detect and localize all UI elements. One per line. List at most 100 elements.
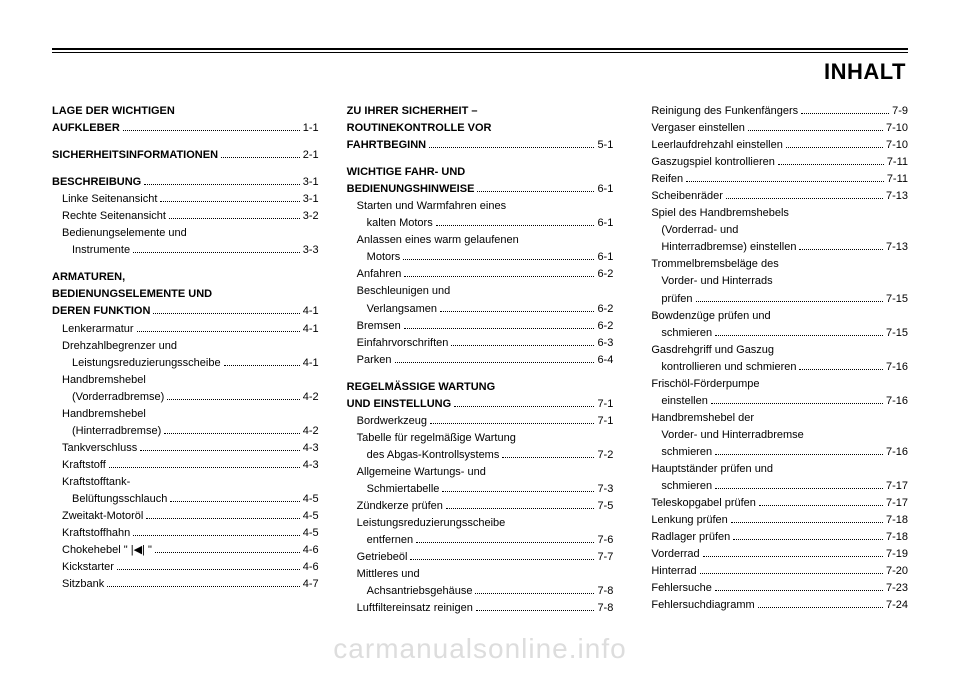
toc-entry: FAHRTBEGINN5-1 <box>347 137 614 154</box>
toc-entry-label: schmieren <box>661 444 712 461</box>
toc-entry: Vorderrad 7-19 <box>641 546 908 563</box>
toc-leader-dots <box>731 514 883 523</box>
toc-leader-dots <box>733 531 883 540</box>
toc-entry: (Hinterradbremse)4-2 <box>52 423 319 440</box>
toc-leader-dots <box>160 193 299 202</box>
toc-entry-page: 7-3 <box>597 481 613 498</box>
toc-entry-page: 4-3 <box>303 457 319 474</box>
toc-entry-page: 7-19 <box>886 546 908 563</box>
toc-entry: BEDIENUNGSELEMENTE UND <box>52 286 319 303</box>
toc-entry: Trommelbremsbeläge des <box>641 256 908 273</box>
toc-entry: Teleskopgabel prüfen7-17 <box>641 495 908 512</box>
toc-entry: BEDIENUNGSHINWEISE6-1 <box>347 181 614 198</box>
toc-entry-page: 4-3 <box>303 440 319 457</box>
toc-spacer <box>52 259 319 269</box>
toc-leader-dots <box>801 105 889 114</box>
toc-entry-label: Handbremshebel der <box>651 410 754 427</box>
toc-entry-label: Vorderrad <box>651 546 699 563</box>
toc-entry: Gasdrehgriff und Gaszug <box>641 342 908 359</box>
toc-entry-label: entfernen <box>367 532 413 549</box>
toc-entry-label: Allgemeine Wartungs- und <box>357 464 486 481</box>
toc-leader-dots <box>799 241 883 250</box>
toc-entry-label: Gaszugspiel kontrollieren <box>651 154 775 171</box>
toc-entry: prüfen7-15 <box>641 291 908 308</box>
toc-leader-dots <box>170 493 299 502</box>
toc-entry: Handbremshebel <box>52 372 319 389</box>
toc-entry-page: 7-18 <box>886 512 908 529</box>
toc-leader-dots <box>440 302 594 311</box>
toc-entry-label: Trommelbremsbeläge des <box>651 256 778 273</box>
toc-entry: Reifen7-11 <box>641 171 908 188</box>
toc-entry-label: Zweitakt-Motoröl <box>62 508 143 525</box>
toc-entry-label: schmieren <box>661 325 712 342</box>
toc-leader-dots <box>224 356 300 365</box>
toc-entry-label: Bremsen <box>357 318 401 335</box>
toc-entry-label: (Vorderradbremse) <box>72 389 164 406</box>
toc-entry: Kraftstoffhahn4-5 <box>52 525 319 542</box>
toc-entry-label: Linke Seitenansicht <box>62 191 157 208</box>
toc-entry-label: Bedienungselemente und <box>62 225 187 242</box>
toc-entry: Fehlersuchdiagramm7-24 <box>641 597 908 614</box>
toc-entry: Frischöl-Förderpumpe <box>641 376 908 393</box>
toc-spacer <box>52 164 319 174</box>
toc-entry-label: (Vorderrad- und <box>661 222 738 239</box>
toc-entry: Vorder- und Hinterrads <box>641 273 908 290</box>
watermark-text: carmanualsonline.info <box>0 633 960 665</box>
toc-entry-label: kontrollieren und schmieren <box>661 359 796 376</box>
toc-entry: Chokehebel " |◀| "4-6 <box>52 542 319 559</box>
toc-entry-page: 7-7 <box>597 549 613 566</box>
toc-spacer <box>52 137 319 147</box>
toc-entry: Luftfiltereinsatz reinigen7-8 <box>347 600 614 617</box>
toc-entry-label: Zündkerze prüfen <box>357 498 443 515</box>
toc-entry-label: Fehlersuche <box>651 580 712 597</box>
toc-entry: Anlassen eines warm gelaufenen <box>347 232 614 249</box>
toc-entry-label: Lenkerarmatur <box>62 321 134 338</box>
toc-entry: (Vorderradbremse)4-2 <box>52 389 319 406</box>
toc-leader-dots <box>167 390 299 399</box>
toc-entry-label: Leistungsreduzierungsscheibe <box>357 515 506 532</box>
toc-entry-page: 7-5 <box>597 498 613 515</box>
toc-entry: Kickstarter4-6 <box>52 559 319 576</box>
toc-entry-label: Parken <box>357 352 392 369</box>
toc-leader-dots <box>137 322 300 331</box>
toc-entry-page: 7-16 <box>886 393 908 410</box>
toc-entry-page: 4-1 <box>303 355 319 372</box>
toc-entry: Hinterrad7-20 <box>641 563 908 580</box>
toc-entry-page: 7-15 <box>886 325 908 342</box>
toc-entry: Bedienungselemente und <box>52 225 319 242</box>
toc-entry-label: Schmiertabelle <box>367 481 440 498</box>
toc-entry: Bordwerkzeug7-1 <box>347 413 614 430</box>
toc-spacer <box>347 154 614 164</box>
toc-entry-page: 3-1 <box>303 174 319 191</box>
toc-entry-label: BEDIENUNGSHINWEISE <box>347 181 475 198</box>
toc-entry-label: einstellen <box>661 393 707 410</box>
toc-entry-label: Vorder- und Hinterrads <box>661 273 772 290</box>
toc-entry-label: Motors <box>367 249 401 266</box>
toc-leader-dots <box>715 446 883 455</box>
toc-leader-dots <box>786 139 883 148</box>
toc-entry-label: Drehzahlbegrenzer und <box>62 338 177 355</box>
toc-entry: des Abgas-Kontrollsystems7-2 <box>347 447 614 464</box>
toc-columns: LAGE DER WICHTIGENAUFKLEBER1-1SICHERHEIT… <box>52 103 908 617</box>
toc-entry-label: Vorder- und Hinterradbremse <box>661 427 803 444</box>
toc-entry-label: Bowdenzüge prüfen und <box>651 308 770 325</box>
toc-leader-dots <box>476 602 595 611</box>
toc-entry-page: 4-6 <box>303 542 319 559</box>
toc-entry-label: Scheibenräder <box>651 188 723 205</box>
toc-entry-label: Fehlersuchdiagramm <box>651 597 754 614</box>
toc-entry: Handbremshebel <box>52 406 319 423</box>
toc-entry-page: 7-2 <box>597 447 613 464</box>
toc-entry-page: 3-3 <box>303 242 319 259</box>
toc-entry: Bowdenzüge prüfen und <box>641 308 908 325</box>
toc-entry-page: 7-10 <box>886 120 908 137</box>
toc-entry: Starten und Warmfahren eines <box>347 198 614 215</box>
toc-entry: Verlangsamen6-2 <box>347 301 614 318</box>
toc-entry-page: 7-17 <box>886 478 908 495</box>
toc-entry: Lenkerarmatur4-1 <box>52 321 319 338</box>
toc-entry: UND EINSTELLUNG7-1 <box>347 396 614 413</box>
toc-leader-dots <box>446 500 595 509</box>
toc-leader-dots <box>146 510 299 519</box>
toc-leader-dots <box>169 210 300 219</box>
toc-entry: einstellen 7-16 <box>641 393 908 410</box>
toc-entry-page: 7-6 <box>597 532 613 549</box>
